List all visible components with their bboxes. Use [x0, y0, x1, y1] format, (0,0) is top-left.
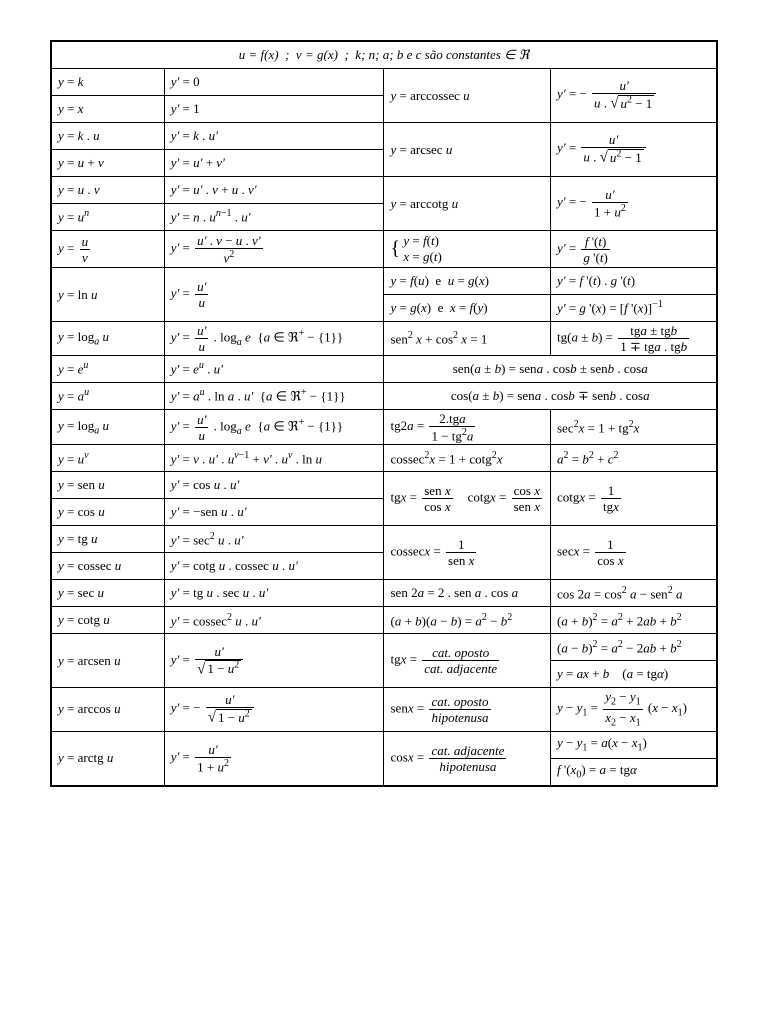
cell-c2: y' = eu . u'	[164, 356, 384, 383]
cell-c2: y' = u'u . loga e {a ∈ ℜ+ − {1}}	[164, 322, 384, 356]
cell-c3: y = f(u) e u = g(x)	[384, 268, 551, 295]
table-row: y = euy' = eu . u'sen(a ± b) = sena . co…	[51, 356, 717, 383]
cell-c3: y = arccossec u	[384, 69, 551, 123]
cell-c1: y = cossec u	[51, 553, 164, 580]
table-row: y = uvy' = v . u' . uv−1 + v' . uv . ln …	[51, 445, 717, 472]
cell-c2: y' = u'1 + u2	[164, 731, 384, 786]
cell-c2: y' = u' + v'	[164, 150, 384, 177]
table-header: u = f(x) ; v = g(x) ; k; n; a; b e c são…	[51, 41, 717, 69]
table-row: y = ky' = 0y = arccossec uy' = − u'u . √…	[51, 69, 717, 96]
cell-c1: y = k	[51, 69, 164, 96]
cell-c3: tgx = cat. opostocat. adjacente	[384, 634, 551, 688]
table-row: y = arctg uy' = u'1 + u2cosx = cat. adja…	[51, 731, 717, 758]
table-row: y = sen uy' = cos u . u'tgx = sen xcos x…	[51, 472, 717, 499]
cell-c2: y' = −sen u . u'	[164, 499, 384, 526]
cell-c2: y' = sec2 u . u'	[164, 526, 384, 553]
cell-c1: y = tg u	[51, 526, 164, 553]
cell-c1: y = au	[51, 383, 164, 410]
table-row: y = sec uy' = tg u . sec u . u'sen 2a = …	[51, 580, 717, 607]
cell-c4: y − y1 = a(x − x1)	[551, 731, 718, 758]
table-row: y = loga uy' = u'u . loga e {a ∈ ℜ+ − {1…	[51, 410, 717, 445]
cell-c1: y = arctg u	[51, 731, 164, 786]
cell-c1: y = uv	[51, 231, 164, 268]
cell-c4: secx = 1cos x	[551, 526, 718, 580]
cell-c3: cossec2x = 1 + cotg2x	[384, 445, 551, 472]
cell-c4: (a − b)2 = a2 − 2ab + b2	[551, 634, 718, 661]
cell-c4: cos 2a = cos2 a − sen2 a	[551, 580, 718, 607]
cell-c1: y = ln u	[51, 268, 164, 322]
cell-c2: y' = tg u . sec u . u'	[164, 580, 384, 607]
cell-c1: y = sec u	[51, 580, 164, 607]
cell-c3: y = arcsec u	[384, 123, 551, 177]
cell-c2: y' = u' . v − u . v'v2	[164, 231, 384, 268]
table-row: y = cotg uy' = cossec2 u . u'(a + b)(a −…	[51, 607, 717, 634]
cell-c1: y = k . u	[51, 123, 164, 150]
cell-c2: y' = cotg u . cossec u . u'	[164, 553, 384, 580]
cell-c4: y' = f '(t)g '(t)	[551, 231, 718, 268]
cell-c3: tg2a = 2.tga1 − tg2a	[384, 410, 551, 445]
table-row: y = k . uy' = k . u'y = arcsec uy' = u'u…	[51, 123, 717, 150]
cell-c2: y' = 0	[164, 69, 384, 96]
cell-c2: y' = cos u . u'	[164, 472, 384, 499]
formula-table: u = f(x) ; v = g(x) ; k; n; a; b e c são…	[50, 40, 718, 787]
cell-c2: y' = au . ln a . u' {a ∈ ℜ+ − {1}}	[164, 383, 384, 410]
cell-c3: sen(a ± b) = sena . cosb ± senb . cosa	[384, 356, 717, 383]
cell-c1: y = cos u	[51, 499, 164, 526]
cell-c4: tg(a ± b) = tga ± tgb1 ∓ tga . tgb	[551, 322, 718, 356]
cell-c4: y' = − u'u . √u2 − 1	[551, 69, 718, 123]
cell-c4: (a + b)2 = a2 + 2ab + b2	[551, 607, 718, 634]
cell-c2: y' = u'u	[164, 268, 384, 322]
cell-c2: y' = v . u' . uv−1 + v' . uv . ln u	[164, 445, 384, 472]
cell-c3: sen2 x + cos2 x = 1	[384, 322, 551, 356]
cell-c1: y = sen u	[51, 472, 164, 499]
cell-c4: f '(x0) = a = tgα	[551, 758, 718, 786]
cell-c4: y' = f '(t) . g '(t)	[551, 268, 718, 295]
cell-c1: y = arccos u	[51, 688, 164, 731]
cell-c3: y = arccotg u	[384, 177, 551, 231]
cell-c3: sen 2a = 2 . sen a . cos a	[384, 580, 551, 607]
cell-c3: senx = cat. opostohipotenusa	[384, 688, 551, 731]
cell-c3: cos(a ± b) = sena . cosb ∓ senb . cosa	[384, 383, 717, 410]
table-row: y = auy' = au . ln a . u' {a ∈ ℜ+ − {1}}…	[51, 383, 717, 410]
cell-c1: y = loga u	[51, 322, 164, 356]
cell-c1: y = loga u	[51, 410, 164, 445]
cell-c1: y = un	[51, 204, 164, 231]
cell-c2: y' = 1	[164, 96, 384, 123]
cell-c4: a2 = b2 + c2	[551, 445, 718, 472]
cell-c1: y = x	[51, 96, 164, 123]
cell-c1: y = u . v	[51, 177, 164, 204]
cell-c3: { y = f(t)x = g(t)	[384, 231, 551, 268]
cell-c4: y' = − u'1 + u2	[551, 177, 718, 231]
cell-c1: y = arcsen u	[51, 634, 164, 688]
cell-c3: tgx = sen xcos x cotgx = cos xsen x	[384, 472, 551, 526]
cell-c2: y' = cossec2 u . u'	[164, 607, 384, 634]
cell-c4: sec2x = 1 + tg2x	[551, 410, 718, 445]
cell-c3: (a + b)(a − b) = a2 − b2	[384, 607, 551, 634]
table-row: y = ln uy' = u'uy = f(u) e u = g(x)y' = …	[51, 268, 717, 295]
cell-c1: y = eu	[51, 356, 164, 383]
cell-c2: y' = n . un−1 . u'	[164, 204, 384, 231]
cell-c2: y' = u'√1 − u2	[164, 634, 384, 688]
cell-c1: y = uv	[51, 445, 164, 472]
cell-c4: y' = g '(x) = [f '(x)]−1	[551, 295, 718, 322]
cell-c3: cossecx = 1sen x	[384, 526, 551, 580]
table-row: y = uvy' = u' . v − u . v'v2{ y = f(t)x …	[51, 231, 717, 268]
cell-c2: y' = − u'√1 − u2	[164, 688, 384, 731]
cell-c3: y = g(x) e x = f(y)	[384, 295, 551, 322]
cell-c4: cotgx = 1tgx	[551, 472, 718, 526]
cell-c4: y − y1 = y2 − y1x2 − x1 (x − x1)	[551, 688, 718, 731]
table-row: y = u . vy' = u' . v + u . v'y = arccotg…	[51, 177, 717, 204]
table-row: y = loga uy' = u'u . loga e {a ∈ ℜ+ − {1…	[51, 322, 717, 356]
cell-c2: y' = k . u'	[164, 123, 384, 150]
cell-c4: y = ax + b (a = tgα)	[551, 661, 718, 688]
cell-c4: y' = u'u . √u2 − 1	[551, 123, 718, 177]
table-row: y = arcsen uy' = u'√1 − u2tgx = cat. opo…	[51, 634, 717, 661]
cell-c3: cosx = cat. adjacentehipotenusa	[384, 731, 551, 786]
cell-c2: y' = u'u . loga e {a ∈ ℜ+ − {1}}	[164, 410, 384, 445]
table-row: y = arccos uy' = − u'√1 − u2senx = cat. …	[51, 688, 717, 731]
cell-c1: y = u + v	[51, 150, 164, 177]
cell-c1: y = cotg u	[51, 607, 164, 634]
cell-c2: y' = u' . v + u . v'	[164, 177, 384, 204]
table-row: y = tg uy' = sec2 u . u'cossecx = 1sen x…	[51, 526, 717, 553]
